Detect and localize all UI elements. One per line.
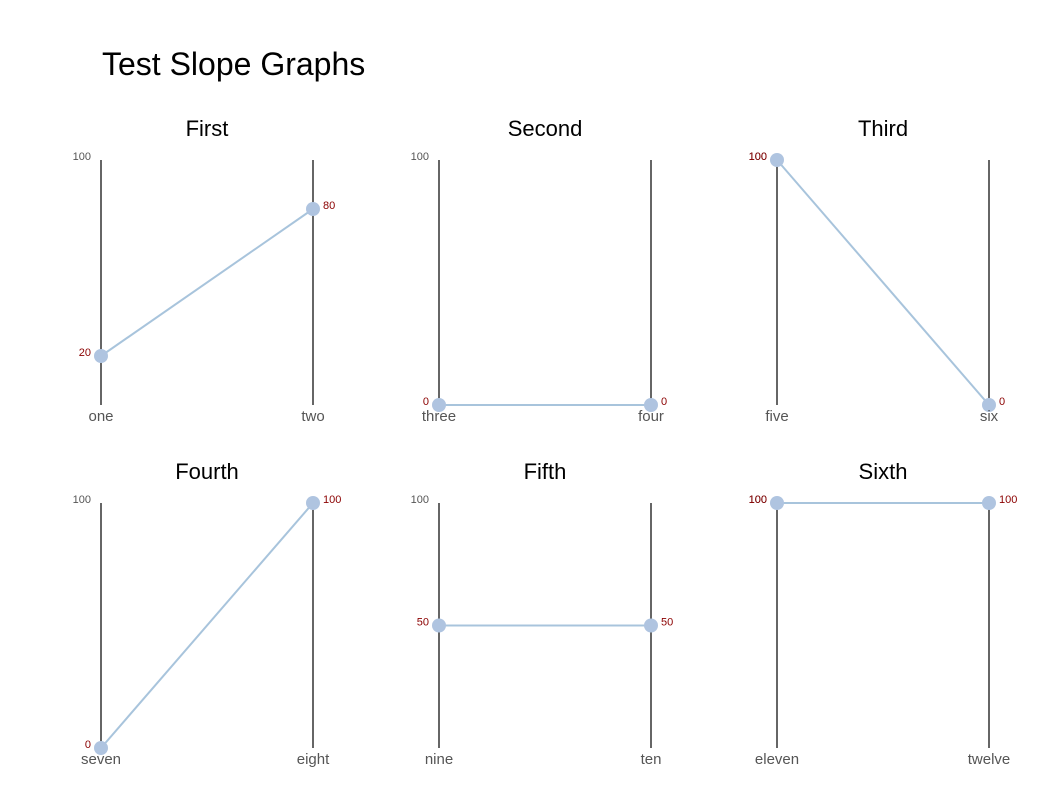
y-tick-label: 100 bbox=[73, 494, 91, 506]
slope-line bbox=[100, 208, 314, 357]
data-point bbox=[94, 741, 108, 755]
slope-line bbox=[776, 159, 990, 406]
value-label: 0 bbox=[661, 396, 667, 408]
category-label: eleven bbox=[755, 751, 799, 768]
category-label: twelve bbox=[968, 751, 1011, 768]
chart-title: Third bbox=[858, 116, 908, 141]
data-point bbox=[94, 349, 108, 363]
category-label: two bbox=[301, 408, 324, 425]
value-label: 80 bbox=[323, 200, 335, 212]
data-point bbox=[982, 398, 996, 412]
value-label: 0 bbox=[999, 396, 1005, 408]
y-tick-label: 100 bbox=[411, 151, 429, 163]
y-tick-label: 100 bbox=[411, 494, 429, 506]
value-label: 100 bbox=[999, 494, 1017, 506]
data-point bbox=[770, 153, 784, 167]
data-point bbox=[644, 618, 658, 633]
chart-title: First bbox=[186, 116, 229, 141]
data-point bbox=[306, 496, 320, 510]
category-label: four bbox=[638, 408, 664, 425]
value-label: 20 bbox=[79, 347, 91, 359]
value-label: 100 bbox=[323, 494, 341, 506]
chart-title: Fourth bbox=[175, 459, 239, 484]
data-point bbox=[644, 398, 658, 412]
value-label: 100 bbox=[749, 494, 767, 506]
data-point bbox=[770, 496, 784, 510]
data-point bbox=[432, 618, 446, 633]
chart-title: Fifth bbox=[524, 459, 567, 484]
category-label: six bbox=[980, 408, 999, 425]
value-label: 100 bbox=[749, 151, 767, 163]
y-tick-label: 100 bbox=[73, 151, 91, 163]
category-label: eight bbox=[297, 751, 330, 768]
category-label: three bbox=[422, 408, 456, 425]
y-tick-label: 100 bbox=[749, 494, 767, 506]
value-label: 0 bbox=[85, 739, 91, 751]
category-label: nine bbox=[425, 751, 453, 768]
value-label: 0 bbox=[423, 396, 429, 408]
data-point bbox=[432, 398, 446, 412]
data-point bbox=[982, 496, 996, 510]
value-label: 50 bbox=[417, 617, 429, 629]
category-label: seven bbox=[81, 751, 121, 768]
slope-line bbox=[100, 502, 314, 749]
category-label: one bbox=[88, 408, 113, 425]
chart-title: Sixth bbox=[859, 459, 908, 484]
y-tick-label: 100 bbox=[749, 151, 767, 163]
page-title: Test Slope Graphs bbox=[102, 46, 366, 82]
data-point bbox=[306, 202, 320, 216]
chart-title: Second bbox=[508, 116, 583, 141]
value-label: 50 bbox=[661, 617, 673, 629]
category-label: ten bbox=[641, 751, 662, 768]
category-label: five bbox=[765, 408, 788, 425]
